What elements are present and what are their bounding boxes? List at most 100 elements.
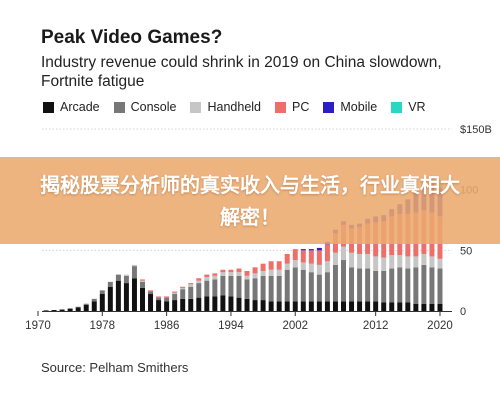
bar-segment-pc — [284, 253, 290, 264]
legend-label-handheld: Handheld — [207, 100, 261, 114]
legend-swatch-arcade — [43, 101, 54, 113]
bar-segment-console — [397, 267, 403, 303]
bar-segment-console — [300, 269, 306, 302]
bar-segment-console — [140, 281, 145, 288]
legend-label-pc: PC — [292, 100, 310, 114]
bar-segment-console — [107, 281, 113, 287]
legend-item-arcade: Arcade — [43, 100, 100, 114]
bar-segment-handheld — [341, 246, 346, 261]
bar-segment-arcade — [268, 301, 274, 311]
bar-segment-console — [83, 303, 89, 305]
bar-segment-console — [220, 275, 226, 296]
bar-segment-pc — [324, 244, 330, 262]
bar-segment-console — [357, 268, 363, 302]
bar-segment-handheld — [389, 255, 395, 269]
x-axis: 1970 1978 1986 1994 2002 2012 2020 — [25, 311, 453, 332]
legend-label-mobile: Mobile — [340, 100, 378, 114]
bar-segment-pc — [164, 296, 170, 298]
y-tick-label: 50 — [460, 245, 472, 257]
bar-segment-arcade — [276, 301, 282, 311]
legend-swatch-mobile — [323, 101, 335, 113]
bar-segment-pc — [236, 268, 242, 273]
bar-segment-console — [236, 275, 242, 298]
bar-segment-pc — [244, 270, 250, 276]
bar-segment-console — [212, 279, 218, 297]
x-tick-label: 2020 — [427, 320, 453, 332]
bar-segment-handheld — [260, 270, 266, 276]
bar-segment-handheld — [180, 287, 186, 290]
bar-segment-pc — [260, 263, 266, 271]
bar-segment-handheld — [212, 275, 218, 280]
bar-segment-console — [413, 267, 419, 304]
x-tick-label: 1970 — [25, 320, 51, 332]
bar-segment-arcade — [131, 278, 137, 311]
bar-segment-pc — [172, 291, 178, 293]
bar-segment-arcade — [43, 310, 49, 311]
bar-segment-handheld — [140, 280, 145, 282]
bar-segment-arcade — [324, 301, 330, 311]
bar-segment-console — [373, 270, 379, 302]
bar-segment-pc — [140, 279, 145, 281]
bar-segment-console — [164, 297, 170, 302]
bar-segment-console — [123, 275, 129, 284]
bar-segment-handheld — [204, 277, 210, 281]
bar-segment-console — [276, 275, 282, 302]
bar-segment-console — [308, 272, 314, 302]
bar-segment-arcade — [204, 296, 210, 311]
overlay-banner[interactable]: 揭秘股票分析师的真实收入与生活，行业真相大解密！ — [0, 157, 500, 244]
bar-segment-arcade — [349, 301, 355, 311]
bar-segment-handheld — [437, 258, 443, 269]
bar-segment-arcade — [357, 301, 363, 311]
bar-segment-pc — [268, 261, 274, 270]
bar-segment-arcade — [405, 302, 411, 311]
legend-label-arcade: Arcade — [60, 100, 100, 114]
bar-segment-console — [252, 278, 258, 301]
bar-segment-console — [437, 268, 443, 304]
bar-segment-pc — [180, 286, 186, 288]
bar-segment-pc — [204, 274, 210, 278]
bar-segment-arcade — [115, 280, 121, 311]
bar-segment-console — [284, 269, 290, 302]
bar-segment-console — [148, 291, 154, 295]
bar-segment-arcade — [59, 309, 65, 311]
bar-segment-console — [244, 279, 250, 299]
bar-segment-console — [421, 264, 427, 304]
bar-segment-console — [156, 297, 162, 301]
bar-segment-arcade — [252, 300, 258, 311]
bar-segment-arcade — [75, 307, 81, 311]
bar-segment-handheld — [300, 262, 306, 270]
x-tick-label: 1986 — [154, 320, 180, 332]
y-tick-label: 0 — [460, 306, 466, 318]
bar-segment-pc — [300, 250, 306, 263]
bar-segment-handheld — [123, 274, 129, 276]
bar-segment-handheld — [131, 264, 137, 267]
bar-segment-arcade — [260, 300, 266, 311]
bar-segment-mobile — [300, 249, 306, 251]
bar-segment-arcade — [172, 300, 178, 311]
bar-segment-handheld — [397, 255, 403, 268]
bar-segment-arcade — [373, 301, 379, 311]
bar-segment-pc — [156, 296, 162, 298]
bar-segment-handheld — [365, 253, 371, 269]
overlay-banner-text[interactable]: 揭秘股票分析师的真实收入与生活，行业真相大解密！ — [40, 172, 460, 229]
legend-item-console: Console — [113, 100, 176, 114]
bar-segment-console — [260, 275, 266, 301]
bar-segment-arcade — [236, 297, 242, 311]
bar-segment-handheld — [349, 252, 355, 268]
bar-segment-arcade — [123, 283, 129, 311]
legend-label-vr: VR — [408, 100, 426, 114]
legend-item-vr: VR — [391, 100, 426, 114]
bar-segment-console — [204, 280, 210, 297]
bar-segment-handheld — [252, 273, 258, 279]
bar-segment-console — [268, 275, 274, 302]
bar-segment-arcade — [228, 296, 234, 311]
bar-segment-console — [196, 283, 202, 298]
bar-segment-pc — [228, 269, 234, 273]
bar-segment-pc — [220, 269, 226, 273]
bar-segment-arcade — [107, 286, 113, 311]
bar-segment-handheld — [188, 284, 194, 287]
bar-segment-arcade — [244, 298, 250, 311]
bar-segment-pc — [292, 249, 298, 261]
bar-segment-console — [228, 275, 234, 297]
bar-segment-arcade — [397, 302, 403, 311]
